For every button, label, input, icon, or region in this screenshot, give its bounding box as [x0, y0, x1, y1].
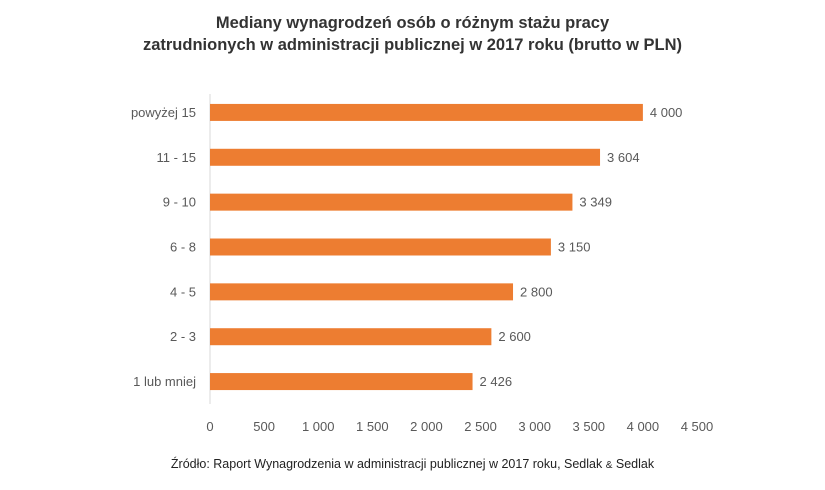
- category-label: powyżej 15: [131, 105, 196, 120]
- bar: [210, 193, 573, 211]
- source-text: Źródło: Raport Wynagrodzenia w administr…: [170, 457, 606, 471]
- x-tick-label: 0: [206, 419, 213, 434]
- x-tick-label: 2 500: [464, 419, 497, 434]
- source-ampersand: &: [605, 460, 613, 471]
- source-note: Źródło: Raport Wynagrodzenia w administr…: [0, 457, 825, 471]
- x-tick-label: 3 500: [573, 419, 606, 434]
- x-tick-label: 1 500: [356, 419, 389, 434]
- x-tick-label: 1 000: [302, 419, 335, 434]
- bar: [210, 238, 551, 256]
- category-label: 2 - 3: [170, 329, 196, 344]
- data-label: 3 150: [558, 240, 591, 255]
- data-label: 4 000: [650, 105, 683, 120]
- bar: [210, 148, 601, 166]
- chart-title-line-1: Mediany wynagrodzeń osób o różnym stażu …: [215, 14, 610, 32]
- data-label: 2 800: [520, 284, 553, 299]
- category-label: 6 - 8: [170, 240, 196, 255]
- bar: [210, 328, 492, 346]
- chart-title-line-2: zatrudnionych w administracji publicznej…: [142, 36, 683, 54]
- category-label: 9 - 10: [163, 195, 196, 210]
- x-tick-label: 2 000: [410, 419, 443, 434]
- x-tick-label: 3 000: [518, 419, 551, 434]
- x-tick-label: 500: [253, 419, 275, 434]
- bar: [210, 283, 514, 301]
- source-text-end: Sedlak: [612, 457, 655, 471]
- category-label: 11 - 15: [156, 150, 196, 165]
- bar: [210, 373, 473, 391]
- x-tick-label: 4 000: [627, 419, 660, 434]
- data-label: 2 426: [480, 374, 513, 389]
- bar: [210, 103, 643, 121]
- category-label: 4 - 5: [170, 284, 196, 299]
- category-label: 1 lub mniej: [133, 374, 196, 389]
- data-label: 2 600: [498, 329, 531, 344]
- chart-title: Mediany wynagrodzeń osób o różnym stażu …: [0, 12, 825, 56]
- data-label: 3 604: [607, 150, 640, 165]
- data-label: 3 349: [579, 195, 612, 210]
- x-tick-label: 4 500: [681, 419, 714, 434]
